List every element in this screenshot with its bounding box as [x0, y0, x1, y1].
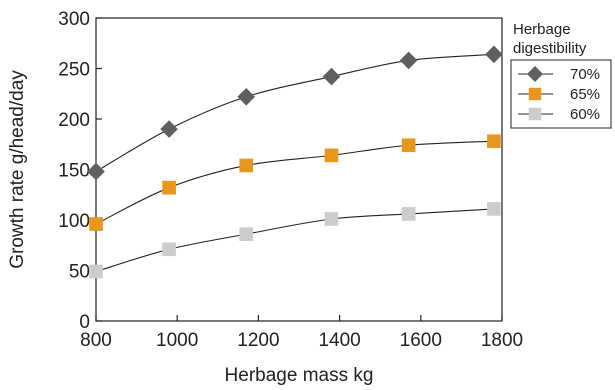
data-point-marker [322, 67, 341, 86]
data-point-marker [401, 207, 416, 221]
plot-area-frame [95, 17, 503, 322]
x-tick-label: 1600 [400, 330, 442, 351]
legend-entries: 70% 65% 60% [518, 66, 600, 123]
series-2 [89, 134, 501, 231]
legend-entry: 60% [518, 106, 600, 123]
data-point-marker [160, 120, 178, 138]
data-point-marker [239, 227, 254, 241]
y-tick-label: 300 [58, 9, 90, 30]
legend-label: 65% [570, 86, 600, 103]
legend-entry: 65% [518, 86, 600, 103]
legend-marker [528, 107, 542, 121]
series-3 [89, 202, 501, 279]
x-tick-label: 1000 [156, 330, 198, 351]
series-line [95, 53, 494, 172]
data-point-marker [162, 180, 176, 195]
data-point-marker [399, 51, 418, 70]
x-tick-label: 800 [80, 330, 112, 351]
data-point-marker [89, 264, 103, 279]
legend-label: 60% [570, 106, 600, 123]
legend-box [510, 59, 612, 129]
data-point-marker [487, 202, 501, 216]
data-point-marker [237, 87, 256, 106]
data-point-marker [162, 242, 176, 257]
x-axis-label: Herbage mass kg [225, 365, 374, 386]
y-tick-label: 250 [58, 60, 90, 81]
data-point-marker [239, 158, 254, 173]
series-1 [87, 45, 503, 181]
y-tick-label: 100 [58, 211, 90, 232]
data-point-marker [89, 217, 103, 231]
x-tick-label: 1200 [237, 330, 279, 351]
y-tick-label: 0 [79, 312, 90, 333]
data-point-marker [87, 162, 105, 181]
y-tick-label: 200 [58, 110, 90, 131]
legend-title-line-1: Herbage [513, 21, 571, 38]
legend: Herbage digestibility 70% 65% 60% [510, 21, 612, 129]
data-series [87, 45, 503, 279]
legend-entry: 70% [518, 66, 600, 83]
data-point-marker [485, 45, 503, 64]
data-point-marker [487, 134, 501, 149]
legend-marker [528, 87, 542, 101]
x-axis: 800 1000 1200 1400 1600 1800 [80, 315, 523, 351]
legend-title-line-2: digestibility [513, 40, 587, 57]
data-point-marker [324, 148, 339, 163]
legend-label: 70% [570, 66, 600, 83]
y-axis: 0 50 100 150 200 250 300 [58, 9, 102, 333]
y-tick-label: 150 [58, 161, 90, 182]
data-point-marker [401, 138, 416, 153]
series-line [95, 208, 494, 273]
y-axis-label: Growth rate g/head/day [7, 70, 28, 269]
x-tick-label: 1800 [481, 330, 523, 351]
series-line [95, 140, 494, 225]
y-tick-label: 50 [69, 262, 90, 283]
data-point-marker [324, 212, 339, 226]
x-tick-label: 1400 [318, 330, 360, 351]
legend-marker [527, 66, 543, 82]
